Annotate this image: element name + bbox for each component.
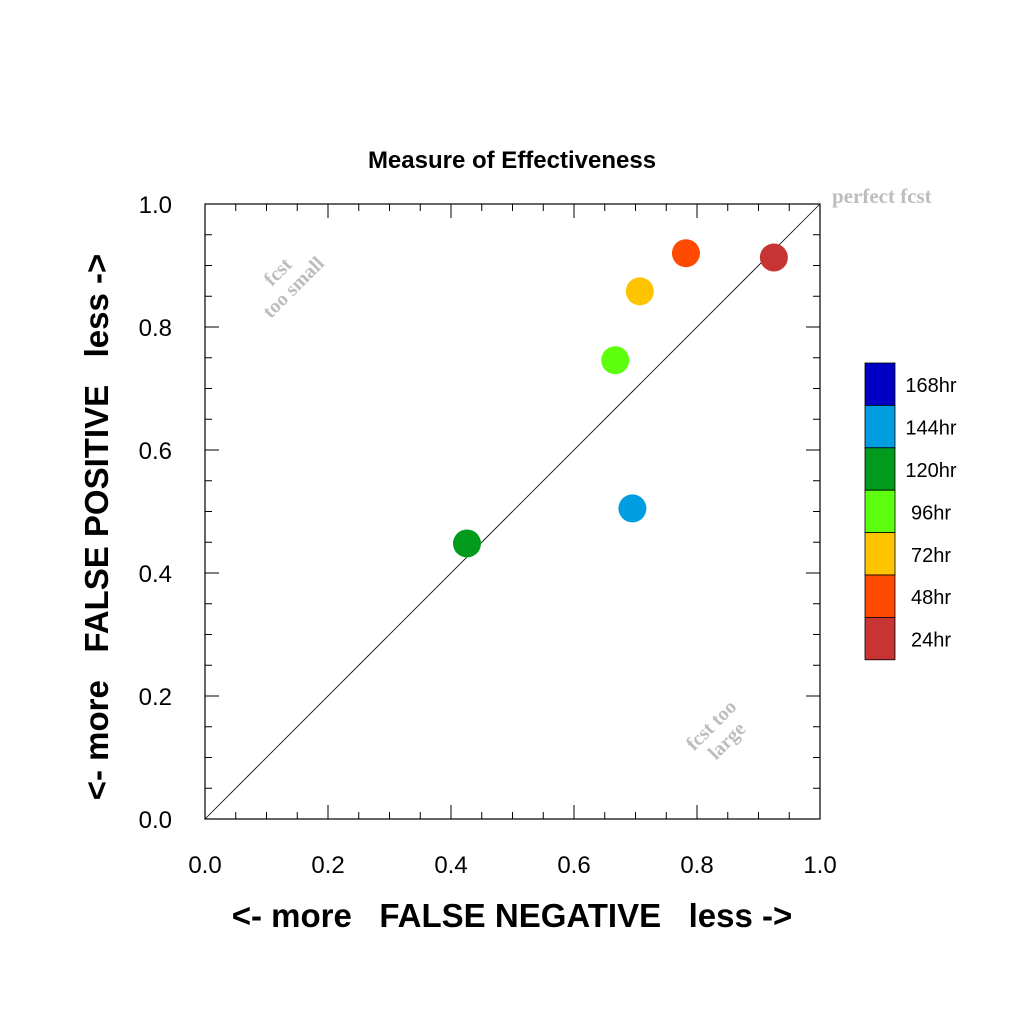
fcst-too-small-annotation: fcst too small — [259, 252, 329, 322]
legend-label: 144hr — [905, 418, 956, 440]
y-tick-label: 1.0 — [139, 192, 172, 219]
legend: 168hr 144hr 120hr 96hr 72hr 48hr 24hr — [864, 362, 957, 661]
legend-swatch-72hr — [864, 532, 896, 576]
x-tick-label: 0.8 — [680, 852, 713, 879]
legend-label: 72hr — [911, 545, 951, 567]
x-tick-label: 0.6 — [557, 852, 590, 879]
legend-label: 168hr — [905, 375, 956, 397]
x-axis-label: <- more FALSE NEGATIVE less -> — [232, 897, 793, 934]
legend-swatch-48hr — [864, 574, 896, 618]
y-tick-label: 0.0 — [139, 807, 172, 834]
annotation-line: too small — [259, 252, 329, 322]
legend-swatch-24hr — [864, 617, 896, 661]
data-point-144hr — [618, 494, 647, 523]
chart-title: Measure of Effectiveness — [368, 147, 656, 174]
data-point-24hr — [759, 243, 788, 272]
legend-label: 48hr — [911, 587, 951, 609]
y-tick-label: 0.2 — [139, 684, 172, 711]
data-point-96hr — [601, 346, 630, 375]
legend-swatch-120hr — [864, 447, 896, 491]
data-point-120hr — [452, 529, 481, 558]
y-axis-label: <- more FALSE POSITIVE less -> — [78, 254, 115, 801]
y-tick-label: 0.6 — [139, 438, 172, 465]
x-tick-label: 0.0 — [188, 852, 221, 879]
legend-label: 96hr — [911, 502, 951, 524]
perfect-forecast-label: perfect fcst — [832, 184, 932, 208]
legend-swatch-168hr — [864, 362, 896, 406]
legend-swatch-96hr — [864, 489, 896, 534]
tick-labels: 0.0 0.2 0.4 0.6 0.8 1.0 0.0 0.2 0.4 0.6 0.8 1.0 — [139, 192, 837, 879]
x-tick-label: 0.4 — [434, 852, 467, 879]
fcst-too-large-annotation: fcst too large — [682, 696, 750, 764]
legend-swatch-144hr — [864, 404, 896, 449]
y-tick-label: 0.4 — [139, 561, 172, 588]
plot-frame — [204, 203, 821, 820]
perfect-forecast-line — [204, 203, 821, 820]
x-tick-label: 0.2 — [311, 852, 344, 879]
x-tick-label: 1.0 — [803, 852, 836, 879]
y-tick-label: 0.8 — [139, 315, 172, 342]
data-points — [452, 239, 788, 558]
legend-label: 24hr — [911, 630, 951, 652]
legend-label: 120hr — [905, 460, 956, 482]
data-point-48hr — [671, 239, 700, 268]
data-point-72hr — [625, 277, 654, 306]
